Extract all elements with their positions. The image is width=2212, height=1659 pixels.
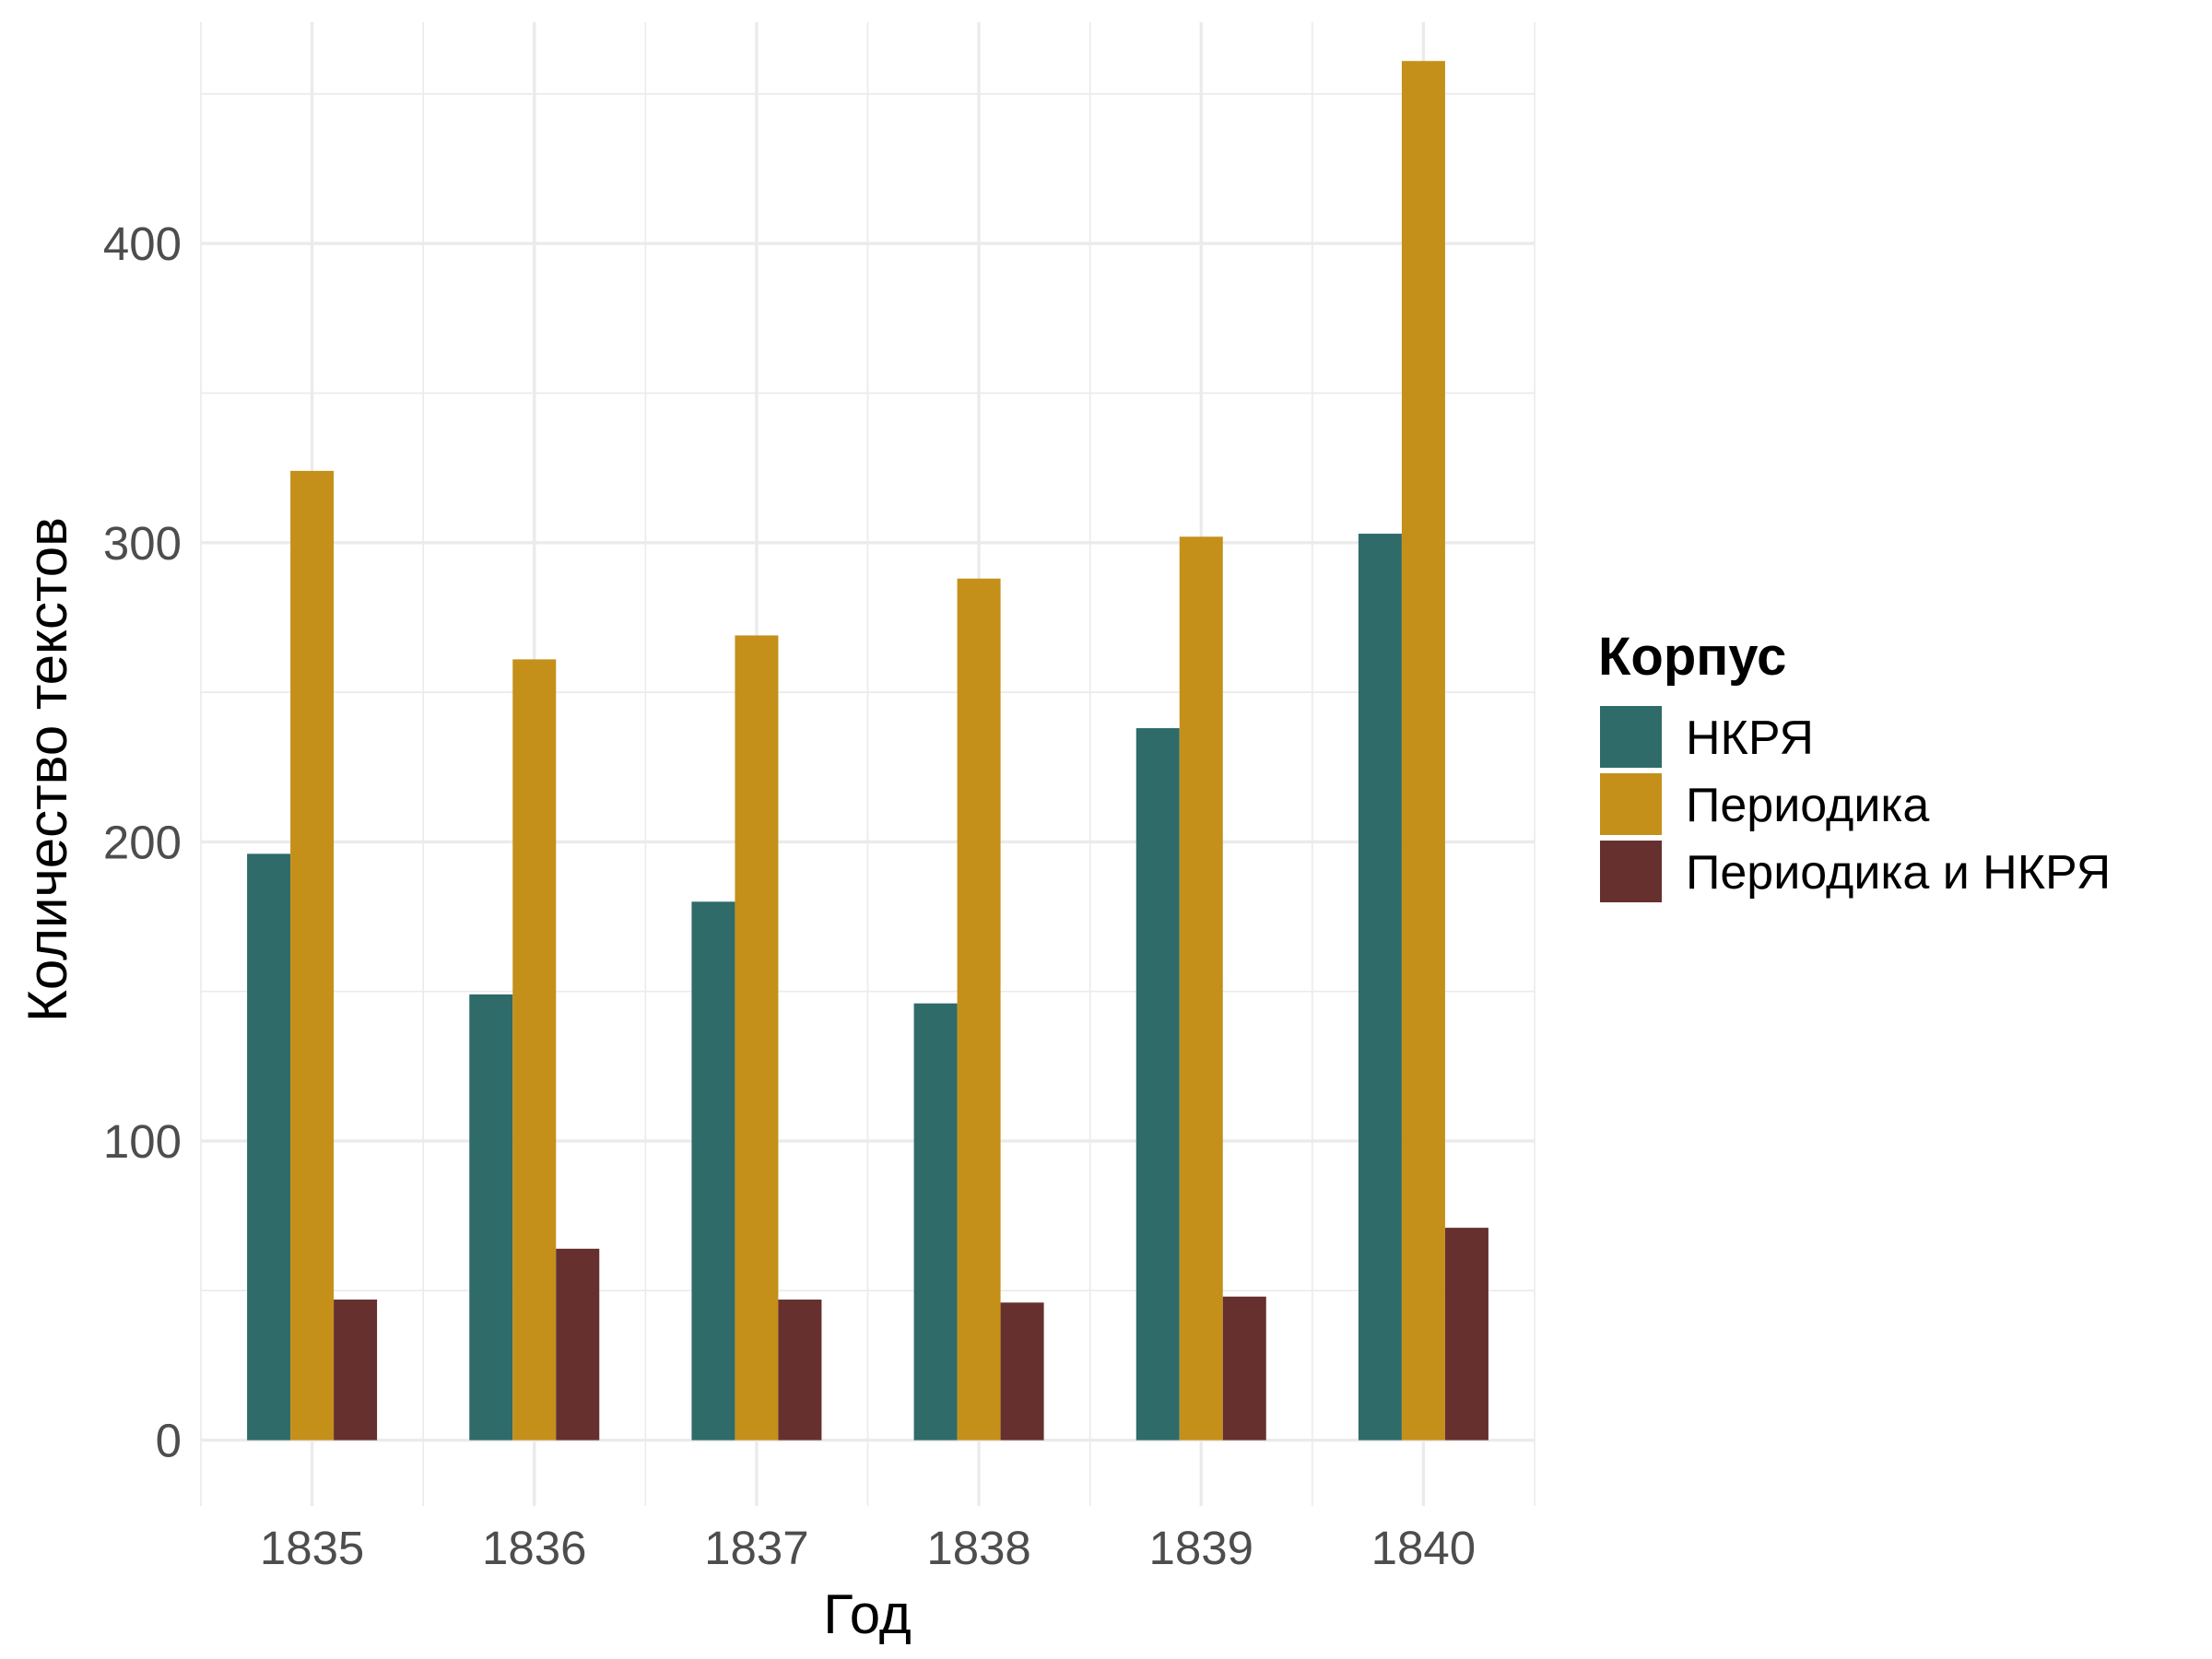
x-tick-label: 1838 <box>926 1522 1030 1574</box>
bar-1836-series-2 <box>512 659 557 1441</box>
bar-1836-series-1 <box>469 994 513 1441</box>
bar-1835-series-1 <box>247 853 291 1441</box>
y-tick-label: 200 <box>103 816 182 868</box>
bar-1836-series-3 <box>556 1248 600 1441</box>
bar-1839-series-1 <box>1135 728 1180 1441</box>
bar-1840-series-3 <box>1444 1228 1488 1441</box>
bar-1840-series-2 <box>1401 61 1445 1441</box>
legend: Корпус НКРЯ Периодика Периодика и НКРЯ <box>1598 627 2111 902</box>
bar-1838-series-1 <box>913 1003 958 1441</box>
legend-swatch <box>1600 841 1662 902</box>
bar-1837-series-1 <box>691 901 735 1441</box>
x-tick-label: 1839 <box>1149 1522 1253 1574</box>
legend-label: Периодика <box>1686 779 1929 832</box>
bar-1835-series-3 <box>334 1300 378 1441</box>
bar-1839-series-3 <box>1222 1296 1266 1441</box>
legend-swatch <box>1600 706 1662 768</box>
bar-1838-series-2 <box>957 578 1001 1441</box>
bars <box>247 61 1488 1441</box>
y-tick-label: 400 <box>103 218 182 270</box>
x-tick-label: 1837 <box>704 1522 808 1574</box>
legend-swatch <box>1600 773 1662 835</box>
bar-1839-series-2 <box>1179 536 1223 1441</box>
x-tick-label: 1835 <box>260 1522 364 1574</box>
bar-1837-series-2 <box>735 635 779 1441</box>
y-tick-label: 100 <box>103 1115 182 1168</box>
x-tick-label: 1840 <box>1371 1522 1476 1574</box>
bar-1835-series-2 <box>290 470 335 1441</box>
y-axis-title: Количество текстов <box>17 517 78 1022</box>
x-tick-label: 1836 <box>482 1522 586 1574</box>
y-tick-label: 0 <box>156 1415 182 1467</box>
y-axis-ticks: 0 100 200 300 400 <box>103 218 182 1466</box>
x-axis-title: Год <box>823 1583 912 1645</box>
legend-label: Периодика и НКРЯ <box>1686 846 2111 900</box>
legend-label: НКРЯ <box>1686 712 1814 765</box>
bar-1837-series-3 <box>778 1300 822 1441</box>
bar-1840-series-1 <box>1358 534 1402 1441</box>
grid-lines <box>200 22 1535 1506</box>
bar-1838-series-3 <box>1000 1302 1044 1441</box>
y-tick-label: 300 <box>103 517 182 570</box>
legend-title: Корпус <box>1598 627 1786 687</box>
x-axis-ticks: 1835 1836 1837 1838 1839 1840 <box>260 1522 1476 1574</box>
